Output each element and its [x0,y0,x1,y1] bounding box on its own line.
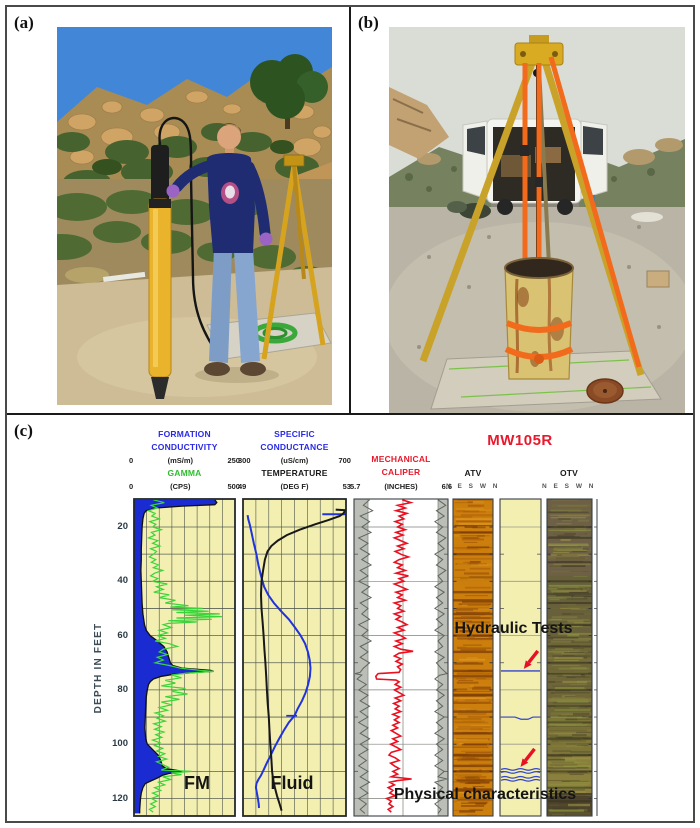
panel-divider-vertical [349,7,351,413]
photo-field-technician-with-probe [57,27,332,405]
atv-header: ATV [464,468,482,478]
panel-b: (b) [351,7,693,413]
annotation-fluid: Fluid [270,773,314,793]
depth-tick-80: 80 [117,683,128,695]
annotation-physical-characteristics: Physical characteristics [393,786,577,803]
head [217,125,241,149]
caliper-scale: 5.7 (INCHES) 6.6 [350,482,452,491]
cliff-strata [392,98,432,132]
panel-c-well-log: (c) MW105R FORMATION CONDUCTIVITY 0 (mS/… [7,415,693,819]
neck [225,146,234,153]
well-title: MW105R [487,432,553,449]
purple-glove [259,232,273,246]
panel-b-label: (b) [358,13,379,32]
tripod-left-leg [419,53,539,363]
otv-header: OTV [559,468,579,478]
well-log-plot [133,498,598,817]
annotation-fm: FM [184,773,210,793]
atv-directions: N E S W N [446,483,500,490]
jeans-left-leg [209,249,232,363]
panel-a: (a) [7,7,349,413]
rocky-patches [417,138,683,165]
van-wheel [497,199,513,215]
jeans-right-leg [234,249,260,363]
right-arm [243,161,271,239]
annotation-hydraulic-tests: Hydraulic Tests [454,620,573,637]
strap-buckle [520,145,529,156]
depth-tick-40: 40 [117,575,128,587]
panel-divider-horizontal [7,413,693,415]
otv-directions: N E S W N [542,483,596,490]
temperature-scale: 49 (DEG F) 53 [238,482,351,491]
specific-conductance-scale: 300 (uS/cm) 700 [238,456,351,465]
white-debris [631,212,663,222]
van-left-window [467,126,485,155]
equipment-box [646,270,670,288]
rusty-lid [586,378,624,404]
depth-tick-100: 100 [112,738,128,750]
well-casing [504,257,574,380]
tripod [261,154,326,360]
formation-conductivity-header: FORMATION CONDUCTIVITY [151,429,218,452]
figure-frame: (a) [5,5,695,823]
purple-glove [166,184,180,198]
pvc-pipe [103,271,146,282]
temperature-header: TEMPERATURE [261,468,328,478]
gear-bags [447,201,467,213]
tree [250,54,328,129]
logging-probe [148,145,172,399]
field-technician [166,123,273,376]
van-wheel [557,199,573,215]
gamma-header: GAMMA [167,468,202,478]
depth-tick-120: 120 [112,792,128,804]
specific-conductance-header: SPECIFIC CONDUCTANCE [260,429,329,452]
photo-tripod-over-wellhead [389,27,685,413]
formation-conductivity-scale: 0 (mS/m) 250 [129,456,240,465]
panel-a-label: (a) [14,13,34,32]
van-right-window [583,126,603,155]
mechanical-caliper-header: MECHANICAL CALIPER [371,454,431,477]
depth-tick-20: 20 [117,521,128,532]
boot [240,362,266,376]
panel-c-label: (c) [14,421,33,440]
strap-buckle [535,177,543,187]
boot [204,362,230,376]
left-arm [171,159,218,193]
shirt-logo-inner [225,185,235,199]
casing-opening [504,257,574,279]
gamma-scale: 0 (CPS) 500 [129,482,240,491]
probe-cable [158,116,221,358]
depth-tick-60: 60 [117,629,128,641]
